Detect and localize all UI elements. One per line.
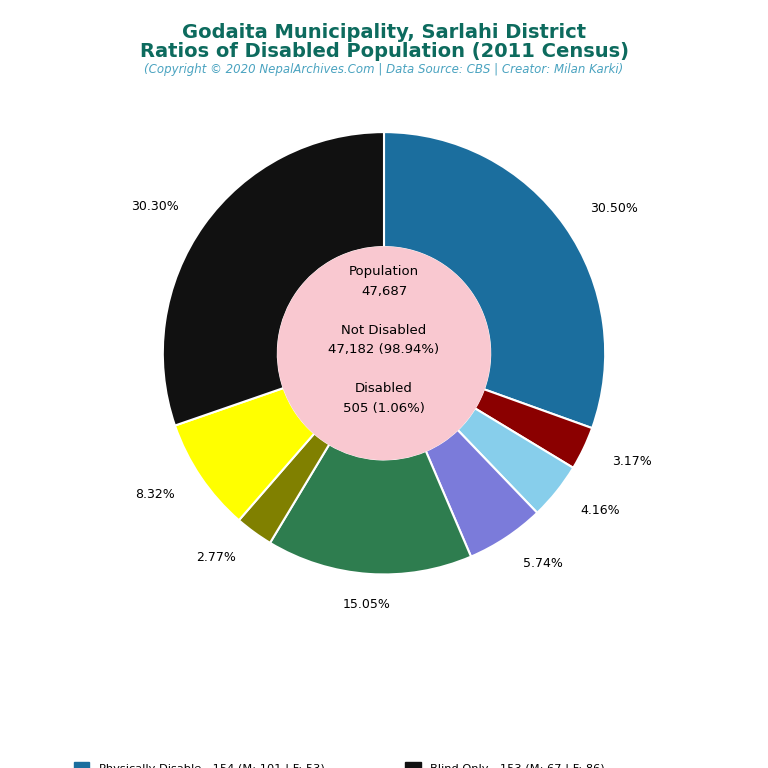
Text: (Copyright © 2020 NepalArchives.Com | Data Source: CBS | Creator: Milan Karki): (Copyright © 2020 NepalArchives.Com | Da…: [144, 63, 624, 76]
Text: 15.05%: 15.05%: [343, 598, 391, 611]
Wedge shape: [163, 132, 384, 425]
Circle shape: [278, 247, 490, 459]
Text: 5.74%: 5.74%: [523, 557, 563, 570]
Text: Ratios of Disabled Population (2011 Census): Ratios of Disabled Population (2011 Cens…: [140, 42, 628, 61]
Wedge shape: [425, 430, 537, 557]
Text: Godaita Municipality, Sarlahi District: Godaita Municipality, Sarlahi District: [182, 23, 586, 42]
Text: Population
47,687

Not Disabled
47,182 (98.94%)

Disabled
505 (1.06%): Population 47,687 Not Disabled 47,182 (9…: [329, 265, 439, 415]
Wedge shape: [458, 409, 573, 513]
Text: 4.16%: 4.16%: [581, 505, 621, 518]
Text: 30.30%: 30.30%: [131, 200, 179, 214]
Text: 30.50%: 30.50%: [591, 202, 638, 215]
Legend: Blind Only - 153 (M: 67 | F: 86), Deaf & Blind - 14 (M: 7 | F: 7), Mental - 29 (: Blind Only - 153 (M: 67 | F: 86), Deaf &…: [401, 757, 648, 768]
Text: 2.77%: 2.77%: [196, 551, 236, 564]
Text: 3.17%: 3.17%: [611, 455, 651, 468]
Text: 8.32%: 8.32%: [135, 488, 175, 501]
Wedge shape: [475, 389, 592, 468]
Wedge shape: [384, 132, 605, 428]
Wedge shape: [239, 433, 329, 543]
Wedge shape: [175, 388, 314, 520]
Wedge shape: [270, 444, 471, 574]
